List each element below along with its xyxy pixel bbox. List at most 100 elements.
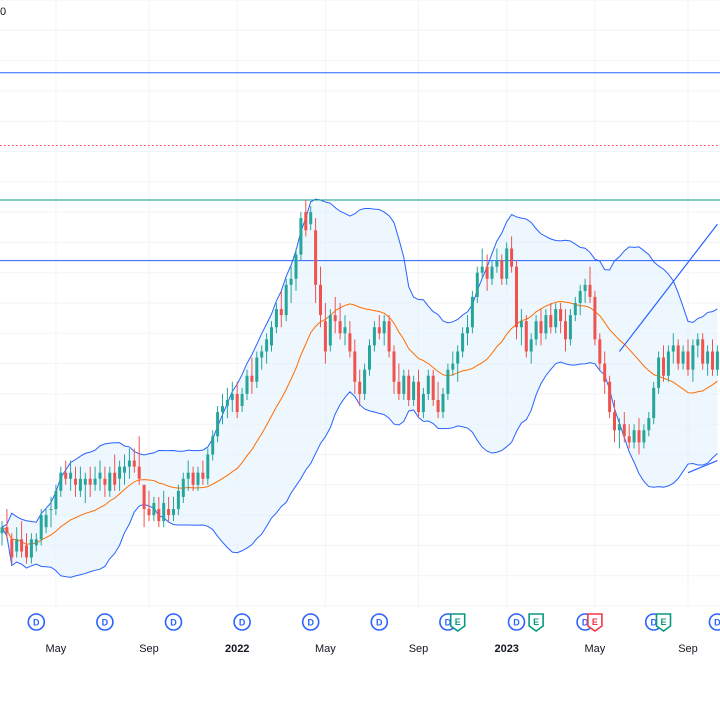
dividend-label: D	[582, 618, 589, 628]
candle	[29, 533, 33, 564]
candle-body	[515, 266, 518, 328]
candle	[323, 303, 327, 364]
candle	[598, 333, 602, 370]
candle	[559, 303, 563, 334]
candle	[377, 315, 381, 340]
candle	[568, 309, 572, 346]
candle	[353, 339, 357, 394]
candle	[118, 460, 122, 491]
earnings-marker: E	[449, 613, 466, 632]
candles	[0, 199, 719, 564]
candle-body	[549, 315, 553, 328]
candle	[647, 412, 651, 437]
earnings-shape	[587, 613, 603, 632]
candle-body	[20, 539, 24, 552]
candle-body	[461, 333, 465, 352]
candle	[544, 309, 548, 340]
candle	[505, 242, 509, 285]
candle-body	[221, 406, 224, 413]
candle-body	[167, 509, 171, 516]
candle	[157, 496, 161, 528]
candle	[10, 533, 14, 564]
candle	[632, 424, 636, 449]
candle-body	[637, 430, 641, 443]
candle-body	[5, 527, 9, 534]
candle-body	[456, 351, 460, 364]
candle-body	[436, 399, 440, 413]
earnings-shape	[449, 613, 466, 632]
candle-body	[181, 478, 185, 497]
candle	[368, 339, 371, 376]
candle	[132, 448, 136, 473]
candle	[642, 424, 646, 449]
trend-line	[618, 223, 718, 352]
candle-body	[93, 478, 97, 485]
candle-body	[172, 509, 175, 516]
candle-body	[34, 539, 38, 546]
candle	[245, 369, 249, 400]
candle	[142, 484, 146, 528]
band-basis-line	[1, 300, 718, 545]
candle-body	[519, 321, 523, 328]
candle-body	[696, 339, 700, 346]
candle	[225, 387, 229, 419]
candle	[206, 448, 210, 485]
candle-body	[534, 321, 538, 340]
candle	[510, 236, 514, 273]
candle-body	[309, 212, 313, 225]
candle-body	[363, 369, 367, 394]
candle	[451, 351, 455, 376]
x-axis: May Sep 2022 May Sep 2023 May Sep	[46, 643, 698, 655]
candle	[230, 381, 234, 413]
x-tick-label: Sep	[678, 643, 698, 655]
earnings-shape	[528, 613, 544, 632]
candle-body	[157, 509, 161, 522]
candle-body	[201, 472, 205, 479]
candle	[191, 466, 195, 491]
candle	[127, 448, 131, 479]
candle	[691, 339, 695, 382]
x-tick-label: May	[315, 643, 336, 655]
candle	[573, 296, 577, 322]
candle	[88, 466, 92, 497]
candle-body	[539, 321, 543, 334]
candle-body	[681, 351, 685, 364]
candle-body	[353, 351, 357, 382]
earnings-marker: E	[528, 613, 544, 632]
candle-body	[671, 345, 675, 352]
candle-body	[348, 333, 352, 352]
candle-body	[49, 509, 53, 511]
candle	[622, 412, 626, 443]
horizontal-lines	[0, 72, 720, 262]
candle	[583, 278, 587, 303]
candle-body	[711, 351, 714, 370]
candle	[299, 212, 303, 261]
candle	[515, 260, 518, 340]
candle-body	[59, 472, 63, 491]
earnings-marker: E	[655, 613, 672, 632]
candle-body	[25, 545, 28, 558]
candle-body	[98, 472, 102, 479]
candle	[617, 418, 621, 449]
x-tick-label: Sep	[409, 643, 429, 655]
candle-body	[191, 472, 195, 485]
candle	[314, 218, 318, 303]
dividend-marker: D	[708, 613, 720, 631]
candle	[662, 345, 665, 382]
candle	[441, 387, 445, 419]
candle	[39, 509, 43, 546]
candle	[343, 315, 347, 346]
candle-body	[103, 478, 107, 485]
dividend-circle	[301, 613, 320, 631]
candle	[613, 399, 616, 443]
x-tick-label: May	[46, 643, 67, 655]
candle-body	[421, 393, 425, 413]
candle-body	[113, 472, 117, 485]
candle	[701, 333, 705, 370]
earnings-shape	[655, 613, 672, 632]
candle-body	[451, 363, 455, 370]
candle	[706, 345, 710, 376]
candle	[83, 472, 87, 503]
